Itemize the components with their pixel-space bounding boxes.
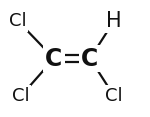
- Text: C: C: [81, 46, 99, 71]
- Text: Cl: Cl: [105, 87, 123, 105]
- Text: C: C: [45, 46, 63, 71]
- Text: Cl: Cl: [12, 87, 30, 105]
- Text: Cl: Cl: [9, 12, 27, 30]
- Text: H: H: [106, 11, 122, 31]
